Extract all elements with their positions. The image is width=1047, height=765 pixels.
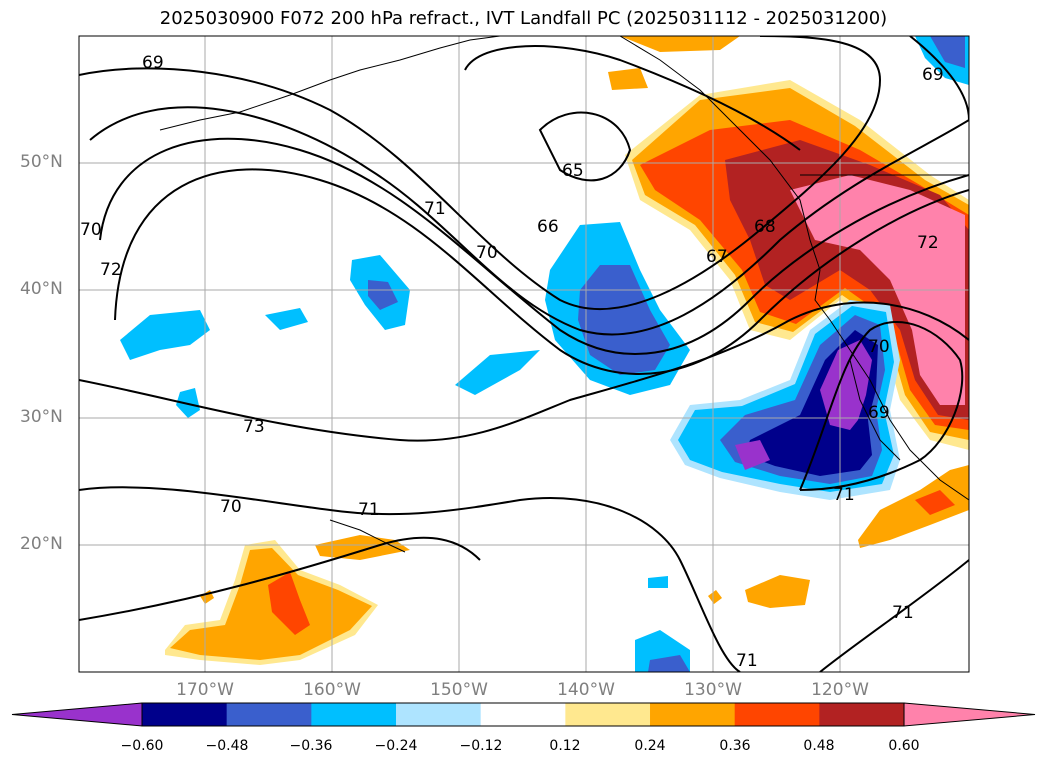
colorbar-extend-left bbox=[11, 702, 143, 727]
colorbar-cell bbox=[311, 703, 397, 726]
map-title: 2025030900 F072 200 hPa refract., IVT La… bbox=[159, 8, 888, 29]
colorbar-tick: 0.24 bbox=[634, 738, 666, 754]
contour-label: 67 bbox=[706, 247, 728, 267]
contour-line bbox=[909, 36, 969, 121]
contour-label: 72 bbox=[100, 260, 122, 280]
coastline-pnw bbox=[619, 36, 969, 501]
grid-lines bbox=[79, 36, 969, 672]
negative-shade-small-5 bbox=[455, 350, 540, 395]
colorbar-cell bbox=[734, 703, 820, 726]
positive-shade-small-1 bbox=[608, 68, 648, 90]
lat-label-50n: 50°N bbox=[20, 152, 63, 172]
contour-line bbox=[79, 536, 481, 621]
contour-label: 70 bbox=[80, 220, 102, 240]
contour-label: 68 bbox=[754, 217, 776, 237]
positive-shade-pnw-5 bbox=[790, 175, 965, 405]
coastline-baja bbox=[849, 359, 901, 461]
contour-label: 70 bbox=[220, 497, 242, 517]
contour-label: 71 bbox=[892, 603, 914, 623]
negative-shade-small-1b bbox=[368, 280, 398, 310]
colorbar-tick: −0.48 bbox=[205, 738, 249, 754]
negative-shade-small-7 bbox=[648, 576, 668, 588]
negative-shade-small-2 bbox=[120, 310, 210, 360]
lon-label-170w: 170°W bbox=[176, 680, 234, 700]
lat-label-40n: 40°N bbox=[20, 279, 63, 299]
contour-line bbox=[79, 486, 741, 672]
colorbar-cell bbox=[650, 703, 736, 726]
lon-label-150w: 150°W bbox=[430, 680, 488, 700]
lon-label-160w: 160°W bbox=[303, 680, 361, 700]
coastlines bbox=[159, 36, 969, 553]
positive-shade-hawaii-4 bbox=[315, 535, 410, 560]
positive-shade-east-3 bbox=[915, 490, 955, 515]
negative-shade-baja-6 bbox=[735, 440, 770, 470]
contour-label: 69 bbox=[868, 403, 890, 423]
contour-line bbox=[79, 36, 882, 310]
positive-shade-top bbox=[620, 36, 740, 52]
negative-shade-small-3 bbox=[265, 308, 308, 330]
lon-label-130w: 130°W bbox=[684, 680, 742, 700]
lon-label-140w: 140°W bbox=[557, 680, 615, 700]
positive-shade-east-2 bbox=[858, 465, 969, 548]
lat-label-30n: 30°N bbox=[20, 407, 63, 427]
positive-shade-hawaii-3 bbox=[268, 572, 310, 635]
contour-label: 71 bbox=[358, 500, 380, 520]
contour-label: 65 bbox=[562, 161, 584, 181]
positive-shade-east-1 bbox=[745, 575, 810, 608]
colorbar-cell bbox=[226, 703, 312, 726]
colorbar-cell bbox=[819, 703, 905, 726]
colorbar-cell bbox=[142, 703, 228, 726]
contour-label: 69 bbox=[142, 53, 164, 73]
coastline-alaska bbox=[159, 36, 501, 131]
contour-line bbox=[799, 320, 964, 491]
colorbar-tick: −0.24 bbox=[374, 738, 418, 754]
colorbar-cell bbox=[480, 703, 566, 726]
contour-label: 70 bbox=[476, 243, 498, 263]
contour-line bbox=[89, 106, 969, 336]
colorbar-cell bbox=[396, 703, 482, 726]
colorbar-tick: −0.60 bbox=[120, 738, 164, 754]
contour-label: 70 bbox=[868, 337, 890, 357]
contour-line bbox=[538, 111, 632, 182]
lon-label-120w: 120°W bbox=[811, 680, 869, 700]
contour-label: 71 bbox=[424, 199, 446, 219]
colorbar-tick: 0.36 bbox=[719, 738, 751, 754]
contour-label: 69 bbox=[922, 65, 944, 85]
negative-shade-central-2 bbox=[578, 265, 670, 375]
colorbar-cell bbox=[565, 703, 651, 726]
colorbar-tick: 0.60 bbox=[888, 738, 920, 754]
coastline-hawaii bbox=[329, 519, 406, 553]
contour-line bbox=[464, 45, 801, 151]
contour-line bbox=[99, 137, 969, 355]
contour-line bbox=[819, 559, 969, 672]
contour-label: 71 bbox=[736, 651, 758, 671]
contour-label: 66 bbox=[537, 217, 559, 237]
positive-shade-tiny-2 bbox=[708, 590, 722, 604]
negative-shade-small-6b bbox=[648, 655, 690, 672]
colorbar-tick: 0.12 bbox=[549, 738, 581, 754]
contour-labels: 69 65 66 71 70 67 68 72 70 72 73 70 71 7… bbox=[80, 53, 944, 671]
contour-label: 73 bbox=[243, 417, 265, 437]
contour-line bbox=[79, 301, 969, 442]
negative-shade-baja-5 bbox=[820, 340, 872, 430]
colorbar-tick: −0.36 bbox=[289, 738, 333, 754]
colorbar-extend-right bbox=[903, 702, 1036, 727]
contour-label: 72 bbox=[917, 233, 939, 253]
contour-label: 71 bbox=[833, 485, 855, 505]
colorbar-tick: 0.48 bbox=[803, 738, 835, 754]
colorbar-tick: −0.12 bbox=[459, 738, 503, 754]
lat-label-20n: 20°N bbox=[20, 534, 63, 554]
map-frame bbox=[78, 35, 970, 673]
negative-shade-top-right-2 bbox=[930, 36, 965, 68]
refractivity-contours bbox=[79, 36, 969, 672]
contour-line bbox=[114, 168, 969, 375]
